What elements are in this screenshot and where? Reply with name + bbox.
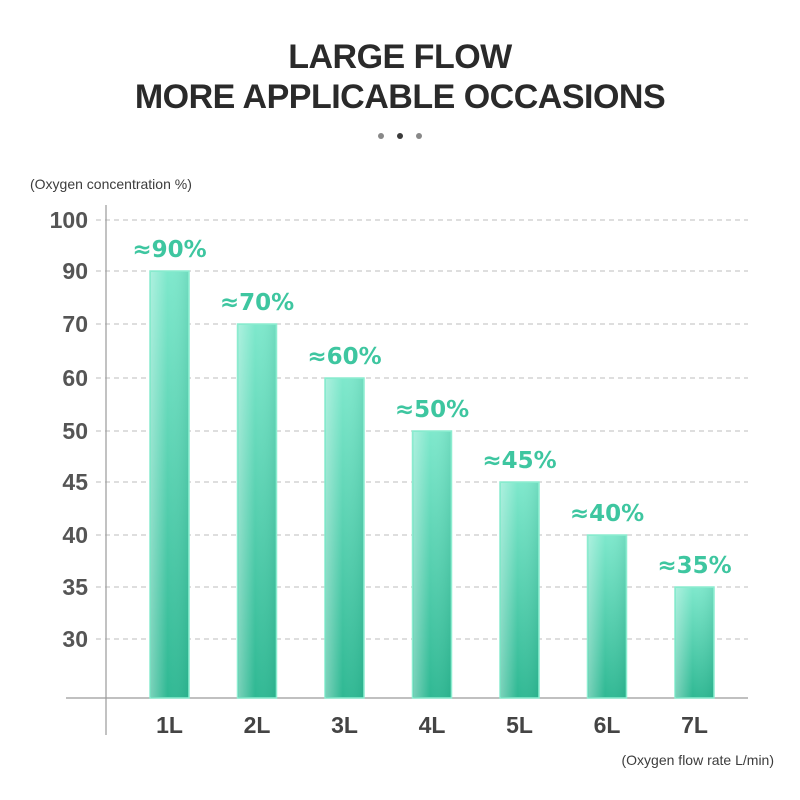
value-label-3L: ≈60% [307, 344, 381, 370]
carousel-dot-1[interactable] [378, 133, 384, 139]
value-label-1L: ≈90% [132, 237, 206, 263]
value-label-2L: ≈70% [220, 290, 294, 316]
page-title-line-1: LARGE FLOW [288, 38, 512, 76]
y-tick-label: 30 [62, 626, 88, 652]
bar-shine-7L [676, 588, 713, 697]
bar-shine-4L [413, 432, 451, 697]
y-tick-label: 60 [62, 365, 88, 391]
y-tick-label: 40 [62, 522, 88, 548]
carousel-dot-2-active[interactable] [397, 133, 403, 139]
carousel-dots [0, 133, 800, 139]
y-tick-label: 90 [62, 258, 88, 284]
y-tick-label: 100 [50, 207, 88, 233]
bars [149, 270, 715, 699]
bar-shine-2L [238, 325, 276, 697]
value-label-6L: ≈40% [570, 501, 644, 527]
x-category-label-6L: 6L [594, 712, 621, 738]
x-category-label-5L: 5L [506, 712, 533, 738]
value-label-5L: ≈45% [482, 448, 556, 474]
x-category-label-2L: 2L [244, 712, 271, 738]
y-tick-labels: 100 90 70 60 50 45 40 35 30 [50, 207, 89, 652]
page-title-line-2: MORE APPLICABLE OCCASIONS [134, 78, 666, 116]
x-category-label-1L: 1L [156, 712, 183, 738]
y-tick-label: 70 [62, 311, 88, 337]
grid-lines [96, 219, 748, 640]
x-category-label-3L: 3L [331, 712, 358, 738]
x-axis-label: (Oxygen flow rate L/min) [621, 752, 775, 768]
y-axis-label: (Oxygen concentration %) [30, 176, 192, 192]
carousel-dot-3[interactable] [416, 133, 422, 139]
y-tick-label: 45 [62, 469, 88, 495]
bar-shine-1L [151, 272, 188, 697]
value-labels: ≈90% ≈70% ≈60% ≈50% ≈45% ≈40% ≈35% [132, 237, 731, 579]
value-label-4L: ≈50% [395, 397, 469, 423]
bar-shine-3L [326, 379, 363, 697]
bar-shine-5L [501, 483, 538, 697]
bar-shine-6L [588, 536, 626, 697]
y-tick-label: 50 [62, 418, 88, 444]
x-category-labels: 1L 2L 3L 4L 5L 6L 7L [156, 712, 708, 738]
x-category-label-4L: 4L [419, 712, 446, 738]
value-label-7L: ≈35% [657, 553, 731, 579]
y-tick-label: 35 [62, 574, 88, 600]
x-category-label-7L: 7L [681, 712, 708, 738]
